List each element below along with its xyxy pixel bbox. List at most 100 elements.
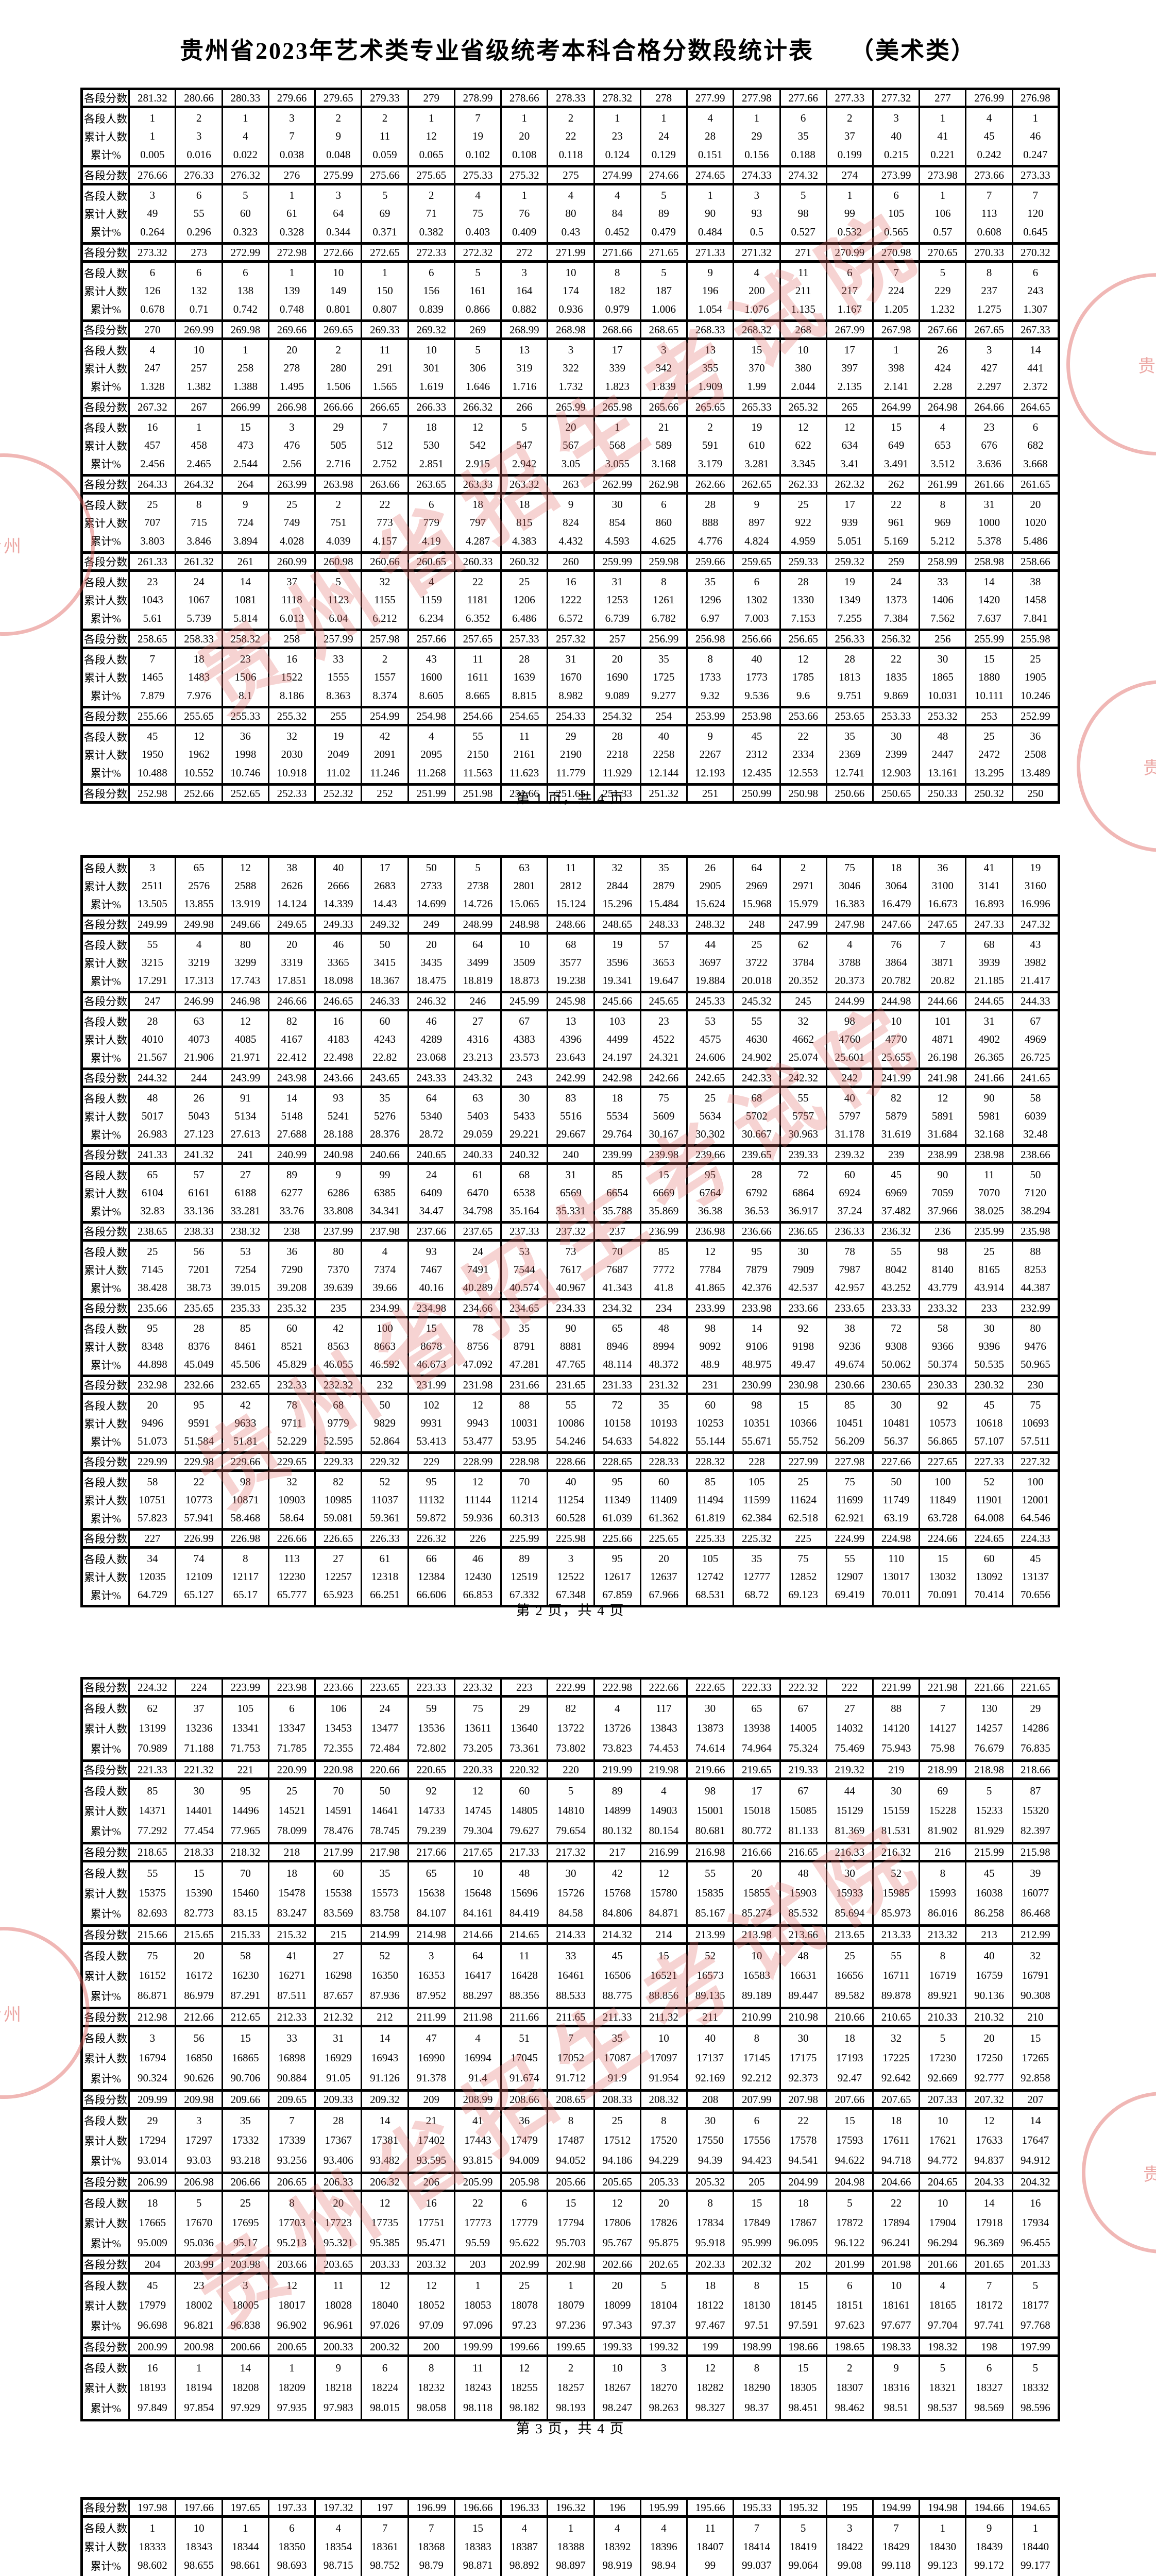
- count-value: 3: [289, 112, 295, 125]
- count-value: 31: [565, 653, 576, 666]
- pct-value: 97.929: [230, 2401, 261, 2414]
- count-value: 98: [705, 1784, 716, 1797]
- count-value: 48: [797, 1867, 809, 1879]
- pct-value: 37.966: [927, 1205, 958, 1217]
- count-value: 60: [379, 1015, 390, 1027]
- data-cell: 7 113 0.608: [965, 183, 1013, 244]
- score-cell: 239.66: [686, 1144, 735, 1165]
- data-cell: 27 14032 75.469: [825, 1696, 874, 1761]
- data-cell: 25 1905 10.246: [1011, 647, 1060, 708]
- row-label-score: 各段分数: [80, 319, 130, 340]
- score-cell: 245.98: [547, 991, 595, 1011]
- data-cell: 75 10693 57.511: [1011, 1393, 1060, 1453]
- count-value: 31: [611, 575, 623, 588]
- cum-value: 3299: [234, 956, 257, 969]
- pct-value: 0.839: [419, 302, 444, 315]
- count-value: 19: [1030, 861, 1041, 874]
- score-cell: 225.98: [547, 1528, 595, 1549]
- data-cell: 1 4 0.022: [221, 106, 269, 167]
- pct-value: 29.667: [556, 1128, 586, 1140]
- pct-value: 1.495: [279, 380, 304, 393]
- data-cell: 11 18028 96.961: [314, 2273, 363, 2338]
- pct-value: 94.837: [974, 2154, 1004, 2167]
- score-cell: 200.32: [361, 2336, 409, 2357]
- count-value: 32: [286, 730, 298, 743]
- pct-value: 97.935: [277, 2401, 307, 2414]
- count-value: 24: [193, 575, 205, 588]
- count-value: 60: [519, 1784, 530, 1797]
- score-cell: 235.98: [1011, 1221, 1060, 1242]
- data-cell: 23 18002 96.821: [175, 2273, 223, 2338]
- pct-value: 94.912: [1020, 2154, 1050, 2167]
- count-value: 12: [797, 421, 809, 434]
- pct-value: 67.348: [556, 1588, 586, 1601]
- data-cell: 6 138 0.742: [221, 261, 269, 321]
- pct-value: 84.161: [463, 1907, 493, 1920]
- score-cell: 231.99: [407, 1375, 455, 1395]
- cum-value: 2030: [281, 748, 303, 761]
- row-label-score: 各段分数: [80, 1221, 130, 1242]
- score-cell: 277.66: [779, 88, 827, 108]
- cum-value: 9931: [420, 1417, 443, 1429]
- pct-value: 4.625: [651, 534, 676, 547]
- cum-value: 6864: [792, 1187, 814, 1199]
- count-value: 15: [193, 1867, 205, 1879]
- score-cell: 272.32: [453, 242, 502, 263]
- data-cell: 42 15768 84.806: [593, 1860, 641, 1926]
- count-value: 17: [751, 1784, 762, 1797]
- cum-value: 6792: [745, 1187, 768, 1199]
- cum-value: 9779: [327, 1417, 349, 1429]
- score-cell: 258.99: [919, 551, 967, 572]
- pct-value: 94.186: [602, 2154, 633, 2167]
- cum-value: 18307: [836, 2381, 863, 2394]
- cum-value: 257: [191, 362, 207, 375]
- count-value: 46: [426, 1015, 437, 1027]
- data-cell: 20 1020 5.486: [1011, 493, 1060, 553]
- score-cell: 231.33: [593, 1375, 641, 1395]
- count-value: 55: [891, 1245, 902, 1258]
- row-label-cum: 累计人数: [84, 130, 128, 143]
- data-cell: 69 15228 81.902: [919, 1778, 967, 1844]
- score-cell: 267.32: [128, 397, 177, 417]
- cum-value: 3215: [141, 956, 163, 969]
- cum-value: 1081: [234, 594, 257, 606]
- pct-value: 25.655: [881, 1051, 911, 1063]
- data-cell: 18 3064 16.479: [872, 856, 921, 916]
- score-cell: 266.65: [361, 397, 409, 417]
- data-cell: 25 2472 13.295: [965, 724, 1013, 785]
- pct-value: 56.37: [883, 1435, 909, 1447]
- cum-value: 15933: [836, 1887, 863, 1900]
- pct-value: 76.835: [1020, 1742, 1050, 1755]
- score-cell: 203.66: [267, 2254, 316, 2275]
- data-cell: 1 29 0.156: [733, 106, 781, 167]
- data-cell: 16 18193 97.849: [128, 2355, 177, 2421]
- cum-value: 10193: [650, 1417, 677, 1429]
- pct-value: 98.327: [695, 2401, 725, 2414]
- data-cell: 28 8376 45.049: [175, 1316, 223, 1377]
- score-cell: 244.33: [1011, 991, 1060, 1011]
- pct-value: 40.574: [509, 1281, 539, 1294]
- cum-value: 11132: [418, 1494, 445, 1506]
- score-cell: 206.33: [314, 2172, 363, 2192]
- pct-value: 64.729: [137, 1588, 167, 1601]
- cum-value: 2666: [327, 879, 349, 892]
- pct-value: 8.363: [326, 689, 351, 702]
- pct-value: 41.8: [654, 1281, 673, 1294]
- count-value: 4: [707, 112, 713, 125]
- count-value: 9: [707, 266, 713, 279]
- pct-value: 55.671: [742, 1435, 772, 1447]
- data-row: 各段人数 累计人数 累计% 55 3215 17.291 4 3219 17.313 80 3299…: [80, 933, 1060, 993]
- data-cell: 45 16506 88.775: [593, 1943, 641, 2009]
- cum-value: 18354: [325, 2540, 352, 2553]
- data-cell: 60 4243 22.82: [361, 1009, 409, 1070]
- row-label-cum: 累计人数: [84, 1887, 128, 1900]
- cum-value: 6654: [606, 1187, 628, 1199]
- cum-value: 14286: [1022, 1722, 1049, 1735]
- data-cell: 5 161 0.866: [453, 261, 502, 321]
- count-value: 15: [751, 2196, 762, 2209]
- pct-value: 94.772: [927, 2154, 958, 2167]
- cum-value: 18440: [1022, 2540, 1049, 2553]
- count-value: 12: [379, 2279, 390, 2292]
- pct-value: 77.292: [137, 1824, 167, 1837]
- pct-value: 98.919: [602, 2559, 633, 2572]
